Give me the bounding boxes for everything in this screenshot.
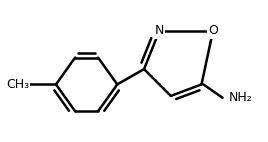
Text: CH₃: CH₃ bbox=[6, 78, 29, 91]
Text: N: N bbox=[155, 24, 164, 37]
Text: O: O bbox=[208, 24, 218, 37]
Text: NH₂: NH₂ bbox=[228, 91, 252, 104]
